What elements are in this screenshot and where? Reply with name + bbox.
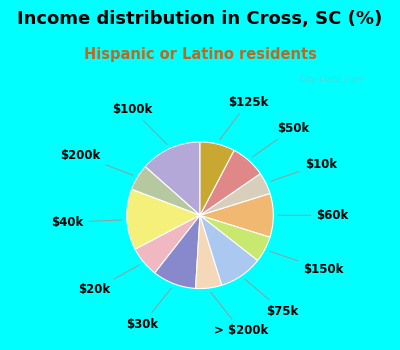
Wedge shape [155,215,200,288]
Text: $50k: $50k [252,121,310,157]
Text: $75k: $75k [245,279,298,317]
Text: $10k: $10k [270,158,337,181]
Wedge shape [200,215,270,260]
Text: City-Data.com: City-Data.com [300,75,364,84]
Text: $20k: $20k [78,265,140,296]
Text: Income distribution in Cross, SC (%): Income distribution in Cross, SC (%) [17,10,383,28]
Wedge shape [200,150,260,215]
Wedge shape [135,215,200,273]
Wedge shape [200,142,234,215]
Wedge shape [132,167,200,215]
Wedge shape [127,189,200,249]
Text: $30k: $30k [126,288,172,331]
Text: $200k: $200k [60,148,133,175]
Text: Hispanic or Latino residents: Hispanic or Latino residents [84,47,316,62]
Wedge shape [196,215,222,288]
Wedge shape [200,215,258,285]
Wedge shape [145,142,200,215]
Text: $60k: $60k [278,209,349,222]
Text: > $200k: > $200k [211,292,268,337]
Wedge shape [200,174,270,215]
Text: $100k: $100k [112,103,167,145]
Text: $125k: $125k [220,96,268,140]
Text: $40k: $40k [52,216,122,229]
Text: $150k: $150k [270,251,344,276]
Wedge shape [200,194,273,237]
